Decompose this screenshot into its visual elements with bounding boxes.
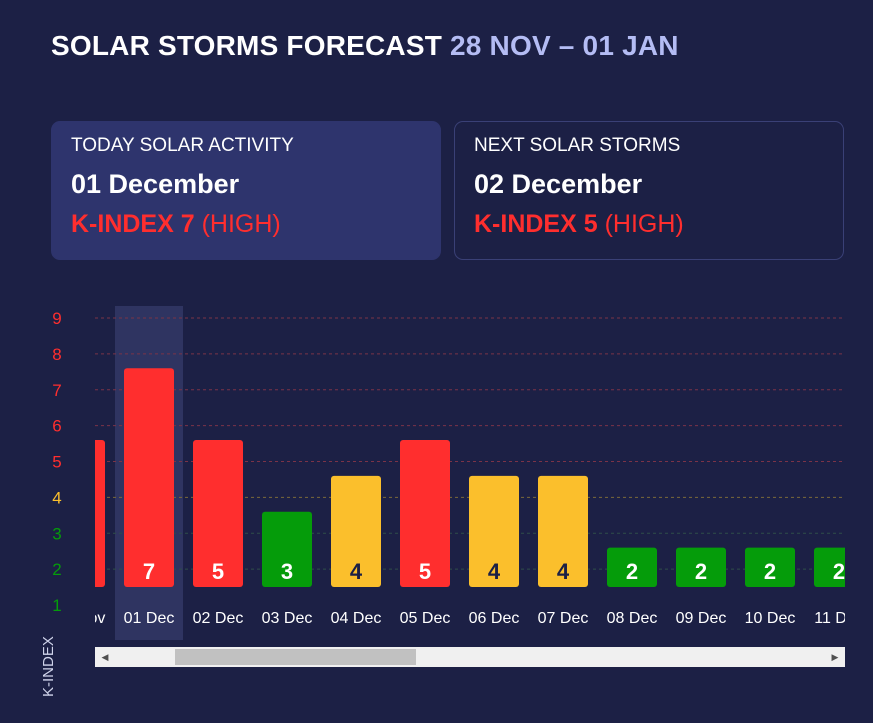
bar-value-label: 7 [143, 559, 155, 584]
y-tick-label: 3 [52, 524, 61, 543]
next-kindex-level: (HIGH) [604, 210, 684, 238]
today-card-label: TODAY SOLAR ACTIVITY [71, 135, 294, 156]
next-kindex-value: K-INDEX 5 [474, 210, 598, 238]
x-tick-label: 08 Dec [607, 610, 658, 627]
page-title: SOLAR STORMS FORECAST 28 NOV – 01 JAN [51, 30, 679, 62]
scroll-thumb[interactable] [175, 649, 416, 665]
bars-group: 5 30 Nov 7 01 Dec 5 02 Dec 3 03 Dec 4 04 Dec 5 05 D… [55, 368, 864, 627]
chart-scrollbar[interactable]: ◀ ▶ [95, 647, 845, 667]
bar [676, 547, 726, 587]
bar-value-label: 2 [764, 559, 776, 584]
bar-value-label: 4 [488, 559, 501, 584]
bar [262, 511, 312, 587]
date-range: 28 NOV – 01 JAN [450, 30, 679, 61]
kindex-bar-chart: 1 2 3 4 5 6 7 8 9 5 30 Nov 7 01 Dec 5 02 Dec 3 03 Dec 4 04… [52, 306, 864, 640]
bar [469, 475, 519, 587]
y-tick-label: 6 [52, 417, 61, 436]
next-kindex: K-INDEX 5 (HIGH) [474, 210, 824, 239]
x-tick-label: 01 Dec [124, 610, 175, 627]
bar [607, 547, 657, 587]
today-kindex-level: (HIGH) [201, 210, 281, 238]
y-tick-label: 5 [52, 453, 61, 472]
scroll-right-arrow-icon[interactable]: ▶ [831, 651, 839, 662]
y-tick-label: 4 [52, 488, 61, 507]
bar [400, 439, 450, 587]
bar-value-label: 5 [212, 559, 224, 584]
x-tick-label: 05 Dec [400, 610, 451, 627]
x-tick-label: 30 Nov [55, 610, 106, 627]
next-card-label: NEXT SOLAR STORMS [474, 135, 681, 156]
bar [331, 475, 381, 587]
bar-value-label: 2 [833, 559, 845, 584]
today-activity-card: TODAY SOLAR ACTIVITY 01 December K-INDEX… [51, 121, 441, 260]
x-tick-label: 03 Dec [262, 610, 313, 627]
y-axis-label: K-INDEX [40, 636, 57, 697]
x-tick-label: 07 Dec [538, 610, 589, 627]
bar-value-label: 3 [281, 559, 293, 584]
next-storms-card: NEXT SOLAR STORMS 02 December K-INDEX 5 … [454, 121, 844, 260]
bar-value-label: 5 [74, 559, 86, 584]
y-tick-label: 7 [52, 381, 61, 400]
bar-value-label: 4 [557, 559, 570, 584]
bar [814, 547, 845, 587]
x-tick-label: 04 Dec [331, 610, 382, 627]
bar [538, 475, 588, 587]
y-tick-label: 2 [52, 560, 61, 579]
x-tick-label: 10 Dec [745, 610, 796, 627]
bar [124, 368, 174, 587]
today-kindex-value: K-INDEX 7 [71, 210, 195, 238]
y-tick-label: 8 [52, 345, 61, 364]
scroll-left-arrow-icon[interactable]: ◀ [101, 651, 109, 662]
bar [193, 439, 243, 587]
bar-value-label: 2 [626, 559, 638, 584]
bar [95, 439, 105, 587]
x-tick-label: 02 Dec [193, 610, 244, 627]
bar-value-label: 2 [695, 559, 707, 584]
y-tick-label: 9 [52, 309, 61, 328]
bar-value-label: 4 [350, 559, 363, 584]
bar-value-label: 5 [419, 559, 431, 584]
bar [745, 547, 795, 587]
y-tick-label: 1 [52, 596, 61, 615]
x-tick-label: 06 Dec [469, 610, 520, 627]
today-kindex: K-INDEX 7 (HIGH) [71, 210, 421, 239]
next-date: 02 December [474, 169, 643, 199]
today-date: 01 December [71, 169, 240, 199]
x-tick-label: 11 Dec [814, 610, 864, 627]
title-text: SOLAR STORMS FORECAST [51, 30, 443, 61]
x-tick-label: 09 Dec [676, 610, 727, 627]
